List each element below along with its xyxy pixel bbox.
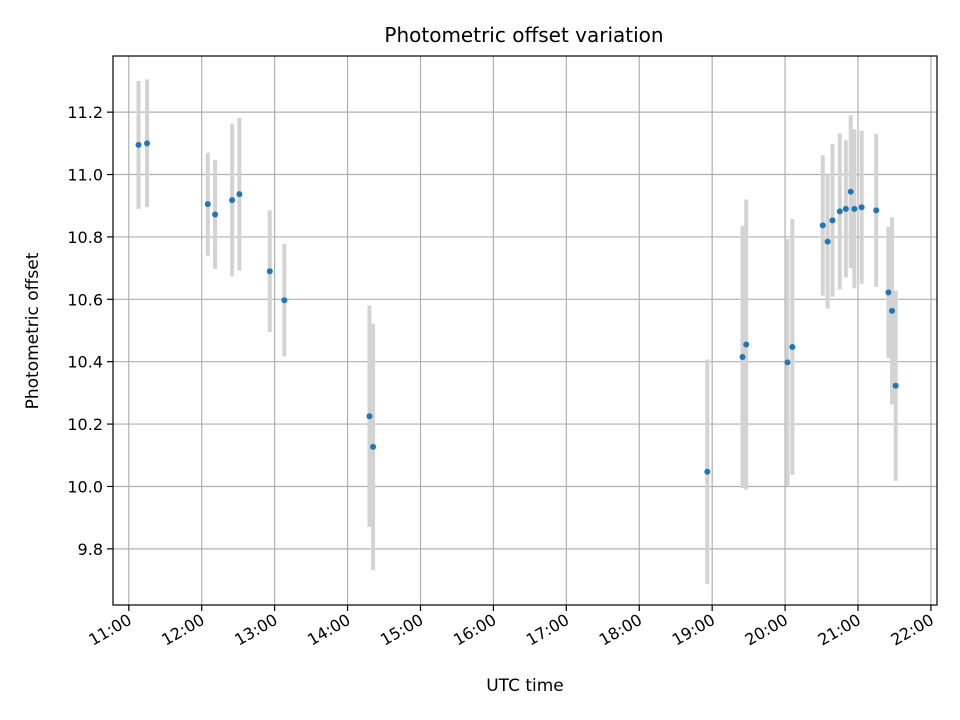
- data-point: [229, 197, 236, 204]
- data-point: [212, 211, 219, 218]
- x-tick-label: 21:00: [815, 610, 864, 650]
- chart-title: Photometric offset variation: [384, 23, 663, 47]
- data-point: [892, 382, 899, 389]
- x-tick-label: 13:00: [231, 610, 280, 650]
- x-tick-label: 19:00: [669, 610, 718, 650]
- data-point: [204, 201, 211, 208]
- data-point: [144, 140, 151, 147]
- data-points: [135, 140, 899, 475]
- data-point: [847, 188, 854, 195]
- x-tick-label: 14:00: [304, 610, 353, 650]
- y-tick-label: 10.0: [67, 477, 103, 496]
- y-tick-label: 10.2: [67, 415, 103, 434]
- data-point: [889, 307, 896, 314]
- x-axis-title: UTC time: [486, 676, 564, 696]
- data-point: [789, 344, 796, 351]
- y-tick-label: 11.0: [67, 166, 103, 185]
- x-tick-label: 20:00: [742, 610, 791, 650]
- data-point: [858, 204, 865, 211]
- data-point: [743, 341, 750, 348]
- data-point: [829, 217, 836, 224]
- data-point: [236, 191, 243, 198]
- y-tick-label: 10.8: [67, 228, 103, 247]
- data-point: [135, 141, 142, 148]
- data-point: [704, 468, 711, 475]
- data-point: [873, 207, 880, 214]
- y-axis-ticks: 9.8 10.0 10.2 10.4 10.6 10.8 11.0 11.2: [67, 103, 113, 559]
- x-tick-label: 17:00: [523, 610, 572, 650]
- data-point: [281, 297, 288, 304]
- y-axis-title: Photometric offset: [23, 252, 43, 409]
- error-bars: [136, 79, 898, 585]
- data-point: [366, 413, 373, 420]
- data-point: [851, 205, 858, 212]
- x-tick-label: 16:00: [450, 610, 499, 650]
- x-axis-ticks: 11:00 12:00 13:00 14:00 15:00 16:00 17:00 18:00…: [85, 605, 937, 650]
- x-tick-label: 15:00: [377, 610, 426, 650]
- grid-lines: [113, 56, 937, 605]
- data-point: [836, 208, 843, 215]
- x-tick-label: 11:00: [85, 610, 134, 650]
- y-tick-label: 9.8: [78, 540, 103, 559]
- x-tick-label: 18:00: [596, 610, 645, 650]
- data-point: [784, 359, 791, 366]
- data-point: [824, 238, 831, 245]
- data-point: [885, 289, 892, 296]
- data-point: [739, 354, 746, 361]
- data-point: [266, 268, 273, 275]
- plot-frame: [112, 55, 938, 606]
- data-point: [819, 222, 826, 229]
- data-point: [370, 443, 377, 450]
- x-tick-label: 12:00: [158, 610, 207, 650]
- y-tick-label: 10.6: [67, 290, 103, 309]
- data-point: [842, 205, 849, 212]
- y-tick-label: 10.4: [67, 353, 103, 372]
- x-tick-label: 22:00: [887, 610, 936, 650]
- y-tick-label: 11.2: [67, 103, 103, 122]
